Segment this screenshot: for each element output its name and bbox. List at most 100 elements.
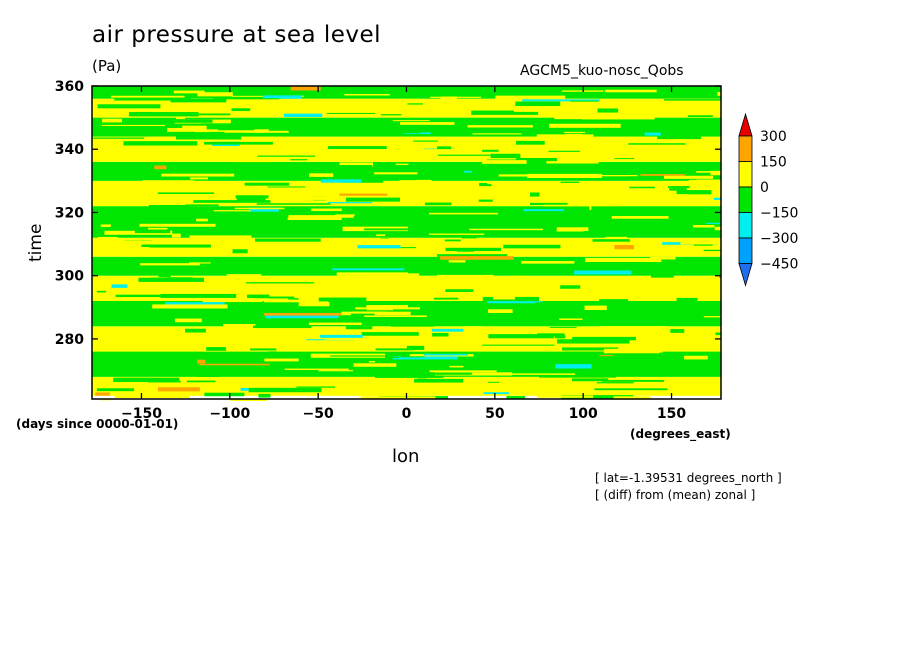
field-streak (583, 175, 638, 177)
field-streak (561, 395, 634, 399)
field-streak (169, 177, 186, 180)
field-streak (639, 140, 674, 145)
field-streak (501, 161, 537, 167)
field-streak (487, 300, 543, 304)
field-streak (287, 217, 342, 220)
field-streak (542, 192, 595, 196)
field-streak (521, 261, 575, 264)
field-streak (189, 235, 252, 240)
field-streak (620, 143, 649, 147)
field-streak (148, 204, 194, 207)
x-tick-label: 150 (657, 406, 686, 422)
field-streak (542, 387, 581, 390)
field-streak (288, 298, 299, 300)
field-streak (336, 272, 408, 276)
field-streak (713, 245, 721, 249)
field-streak (264, 312, 342, 316)
field-streak (515, 101, 561, 107)
colorbar-top-arrow (738, 112, 753, 137)
field-streak (713, 106, 721, 109)
field-streak (436, 158, 468, 161)
field-streak (214, 152, 277, 155)
field-streak (234, 157, 272, 163)
field-streak (160, 293, 237, 298)
field-streak (467, 125, 533, 128)
field-streak (470, 266, 540, 271)
field-streak (355, 394, 420, 397)
field-streak (249, 207, 279, 212)
field-streak (273, 335, 292, 337)
field-streak (564, 131, 586, 134)
field-streak (583, 164, 610, 168)
field-streak (684, 355, 708, 360)
field-streak (226, 274, 262, 278)
field-streak (253, 103, 297, 107)
field-streak (355, 307, 420, 310)
field-streak (478, 199, 493, 202)
field-streak (318, 88, 368, 91)
field-streak (547, 322, 583, 327)
field-streak (561, 347, 619, 351)
field-streak (294, 326, 353, 331)
x-tick-label: 0 (402, 406, 412, 422)
field-streak (274, 354, 290, 359)
colorbar-label: 300 (760, 129, 787, 145)
field-streak (235, 195, 269, 199)
field-streak (339, 193, 388, 196)
field-streak (349, 238, 391, 244)
field-streak (111, 95, 185, 98)
field-streak (246, 290, 285, 294)
field-streak (404, 95, 444, 98)
field-streak (176, 136, 242, 140)
field-streak (614, 209, 635, 212)
field-streak (523, 209, 584, 212)
field-streak (185, 204, 219, 207)
field-streak (298, 302, 330, 307)
field-streak (390, 325, 435, 327)
field-streak (320, 334, 363, 338)
field-streak (350, 313, 375, 316)
x-tick-label: 50 (485, 406, 505, 422)
field-streak (703, 316, 721, 318)
field-streak (629, 176, 697, 180)
field-streak (595, 369, 609, 373)
field-streak (700, 328, 721, 332)
field-streak (546, 161, 599, 164)
field-streak (424, 202, 452, 206)
field-streak (375, 348, 415, 351)
field-streak (432, 332, 449, 337)
field-streak (461, 237, 477, 239)
field-streak (557, 339, 630, 344)
field-streak (503, 244, 561, 249)
field-streak (100, 224, 111, 227)
field-streak (288, 215, 354, 218)
field-streak (308, 364, 335, 366)
field-streak (262, 95, 303, 99)
field-streak (197, 92, 233, 97)
field-streak (380, 114, 402, 116)
field-streak (611, 216, 669, 219)
field-streak (364, 315, 427, 318)
field-streak (559, 318, 583, 320)
field-streak (102, 118, 122, 123)
field-streak (670, 293, 685, 296)
field-streak (400, 122, 455, 125)
x-tick-label: −100 (209, 406, 250, 422)
field-streak (500, 145, 527, 147)
field-streak (310, 165, 373, 168)
field-streak (613, 396, 651, 400)
field-streak (576, 268, 653, 273)
field-streak (133, 182, 146, 185)
field-streak (125, 255, 166, 257)
field-streak (415, 179, 432, 185)
field-streak (161, 341, 191, 343)
field-streak (600, 326, 667, 330)
colorbar: 300 150 0 −150 −300 −450 (738, 112, 798, 287)
field-streak (108, 189, 149, 192)
field-streak (174, 318, 202, 323)
field-streak (248, 387, 322, 393)
field-streak (206, 125, 282, 130)
field-streak (410, 372, 472, 375)
field-streak (351, 311, 387, 314)
field-streak (428, 212, 499, 215)
